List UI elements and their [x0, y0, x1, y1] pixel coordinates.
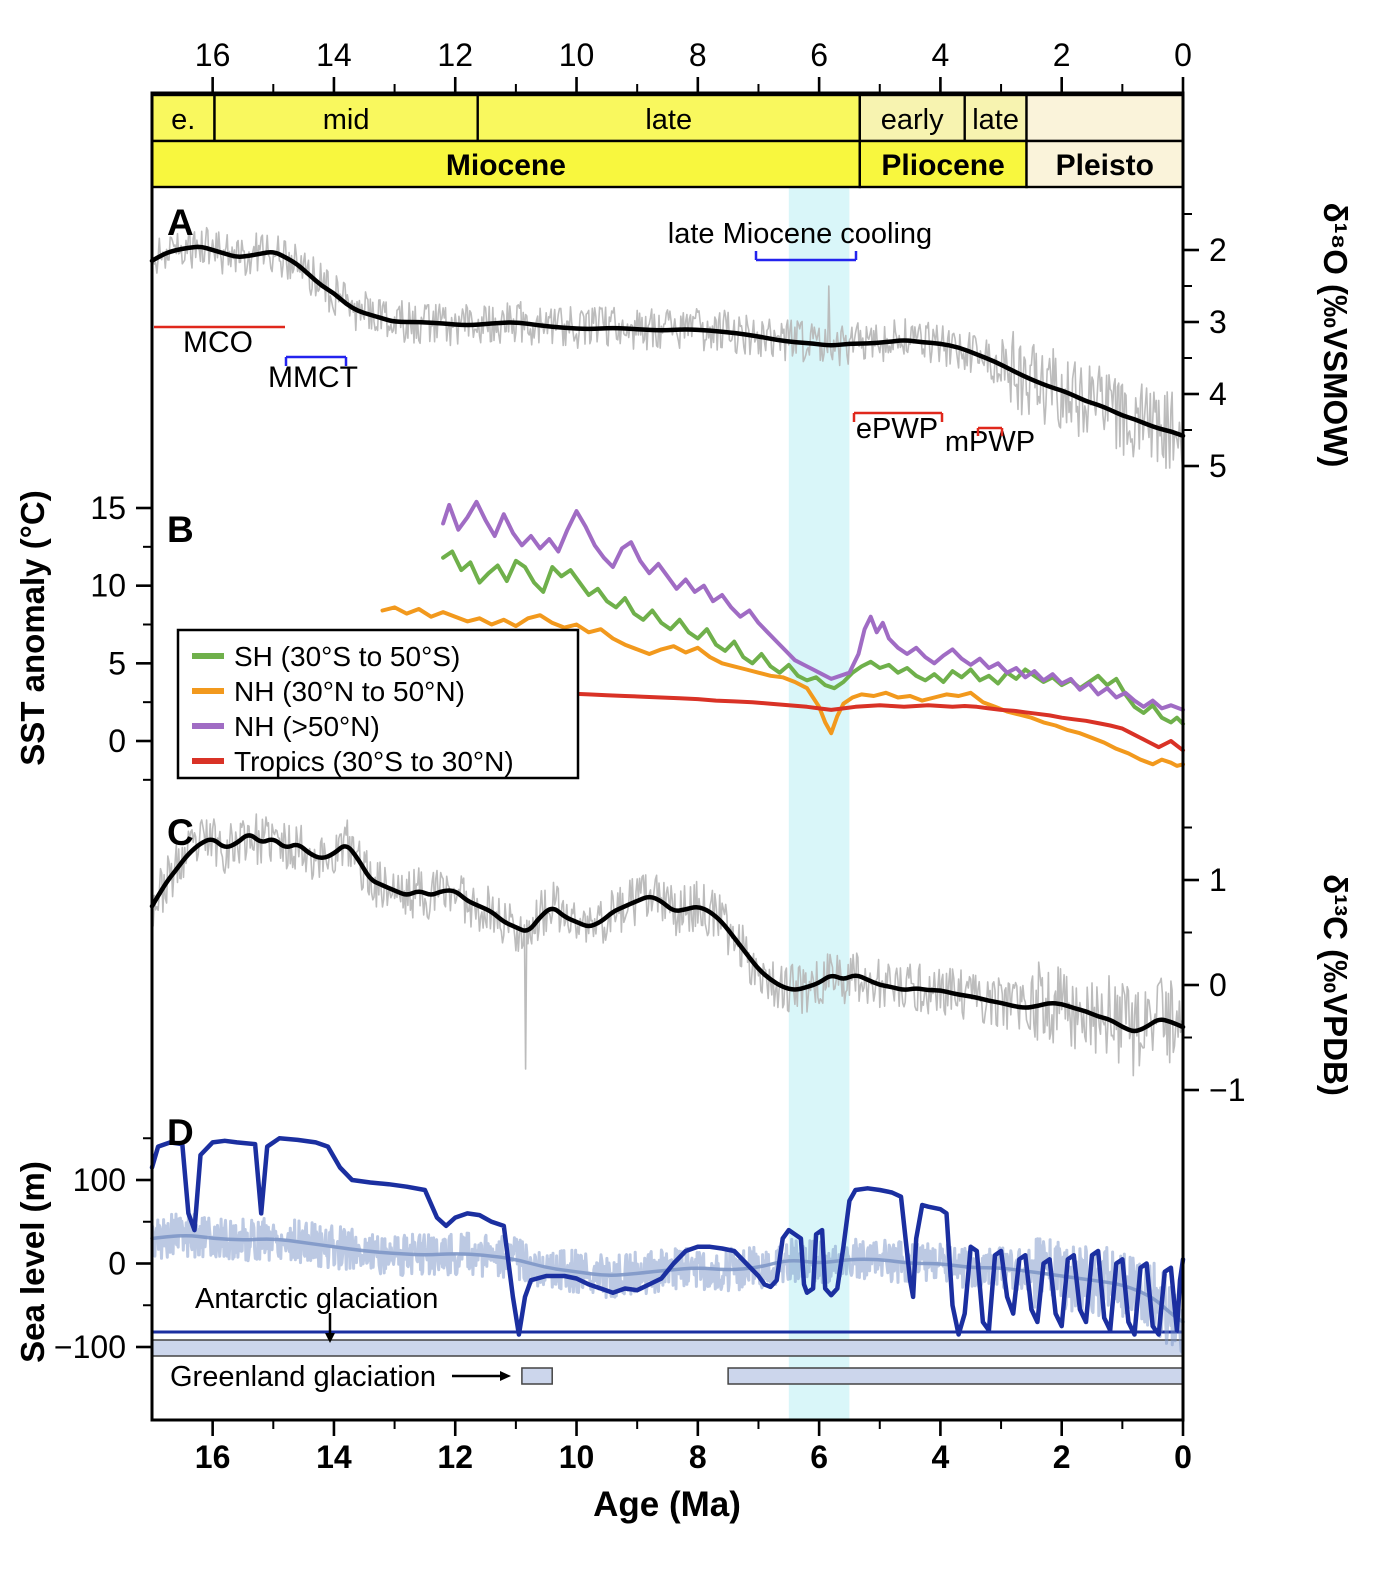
y-tick-label: 3 [1209, 304, 1227, 340]
bottom-tick-label: 10 [559, 1439, 595, 1475]
top-tick-label: 12 [437, 37, 473, 73]
annotation-late-miocene-cooling: late Miocene cooling [668, 218, 932, 250]
y-tick-label: −1 [1209, 1072, 1245, 1108]
y-tick-label: −100 [54, 1329, 126, 1365]
epoch-cell-blank [1025, 93, 1185, 143]
series-nh-50-n [441, 499, 1185, 712]
data-series-layer [149, 226, 1186, 1385]
panel-c-label: C [167, 812, 194, 853]
x-axis-title: Age (Ma) [593, 1485, 741, 1524]
y-tick-label: 0 [1209, 967, 1227, 1003]
epoch-bands: e. mid late early late Miocene Pliocene Pleisto [150, 93, 1185, 189]
axis-title-sealevel: Sea level (m) [14, 1161, 51, 1363]
epoch-label-late: late [972, 104, 1019, 136]
epoch-label-early: early [881, 104, 944, 136]
series-benthic-d18o-raw [151, 226, 1184, 476]
legend: SH (30°S to 50°S) NH (30°N to 50°N) NH (… [176, 628, 580, 780]
legend-box [176, 628, 580, 780]
y-tick-label: 1 [1209, 862, 1227, 898]
top-tick-label: 14 [316, 37, 352, 73]
bottom-tick-label: 0 [1174, 1439, 1192, 1475]
axis-title-d18o: δ¹⁸O (‰VSMOW) [1317, 203, 1354, 468]
top-tick-label: 16 [195, 37, 231, 73]
annotation-antarctic-glaciation: Antarctic glaciation [195, 1283, 438, 1315]
series-benthic-d13c-raw [151, 813, 1184, 1077]
top-tick-label: 8 [689, 37, 707, 73]
plot-frame [150, 91, 1185, 1422]
series-benthic-d18o-smoothed [149, 244, 1186, 439]
bottom-tick-label: 4 [932, 1439, 950, 1475]
bottom-tick-label: 8 [689, 1439, 707, 1475]
highlight-band [788, 187, 850, 1420]
panel-b-label: B [167, 509, 194, 550]
y-tick-label: 100 [73, 1162, 126, 1198]
y-tick-label: 4 [1209, 376, 1227, 412]
series-nh-30-n-to-50-n [380, 605, 1185, 768]
panel-a-label: A [167, 202, 194, 243]
top-tick-label: 0 [1174, 37, 1192, 73]
series-benthic-d13c-smoothed [149, 833, 1186, 1034]
y-tick-label: 0 [108, 723, 126, 759]
bottom-tick-label: 14 [316, 1439, 352, 1475]
legend-label-tropics: Tropics (30°S to 30°N) [234, 746, 514, 777]
epoch-label-e: e. [171, 104, 195, 136]
antarctic-arrow-head [325, 1333, 335, 1343]
legend-label-nh-mid: NH (30°N to 50°N) [234, 676, 465, 707]
y-tick-label: 15 [90, 490, 126, 526]
bar-antarctic-glaciation [151, 1339, 1184, 1357]
bottom-tick-label: 6 [810, 1439, 828, 1475]
greenland-arrow-head [500, 1371, 511, 1381]
y-tick-label: 5 [1209, 448, 1227, 484]
y-tick-label: 0 [108, 1246, 126, 1282]
annotation-mmct: MMCT [268, 361, 358, 394]
y-tick-label: 5 [108, 645, 126, 681]
bottom-tick-label: 2 [1053, 1439, 1071, 1475]
epoch-label-mid: mid [323, 104, 370, 136]
panel-d-label: D [167, 1112, 194, 1153]
epoch-cell-late [963, 93, 1028, 143]
mpwp-bracket [976, 426, 1004, 436]
epoch-label-pleisto: Pleisto [1056, 149, 1154, 182]
y-tick-label: 2 [1209, 232, 1227, 268]
legend-label-sh: SH (30°S to 50°S) [234, 641, 460, 672]
epoch-cell-pliocene [858, 139, 1028, 189]
legend-label-nh-high: NH (>50°N) [234, 711, 380, 742]
epwp-bracket [852, 411, 944, 422]
epoch-label-late: late [645, 104, 692, 136]
top-tick-label: 6 [810, 37, 828, 73]
epoch-label-pliocene: Pliocene [881, 149, 1004, 182]
annotation-mco: MCO [183, 326, 253, 359]
bottom-tick-label: 16 [195, 1439, 231, 1475]
annotation-epwp: ePWP [856, 413, 938, 445]
epoch-label-miocene: Miocene [446, 149, 566, 182]
axis-title-sst: SST anomaly (°C) [14, 490, 51, 765]
bottom-tick-label: 12 [437, 1439, 473, 1475]
axis-title-d13c: δ¹³C (‰VPDB) [1317, 874, 1354, 1096]
mmct-bracket [284, 355, 348, 366]
annotation-greenland-glaciation: Greenland glaciation [170, 1361, 436, 1393]
top-tick-label: 10 [559, 37, 595, 73]
bar-greenland-glaciation-late [727, 1367, 1184, 1385]
annotation-mpwp: mPWP [945, 426, 1035, 458]
highlight-band-layer [788, 187, 850, 1420]
series-sea-level-model [149, 1136, 1186, 1337]
top-tick-label: 2 [1053, 37, 1071, 73]
bar-greenland-glaciation-early [521, 1367, 553, 1385]
epoch-cell-miocene [150, 139, 861, 189]
top-tick-label: 4 [932, 37, 950, 73]
y-tick-label: 10 [90, 568, 126, 604]
epoch-cell-pleisto [1025, 139, 1185, 189]
late-miocene-cooling-bracket [754, 251, 858, 262]
